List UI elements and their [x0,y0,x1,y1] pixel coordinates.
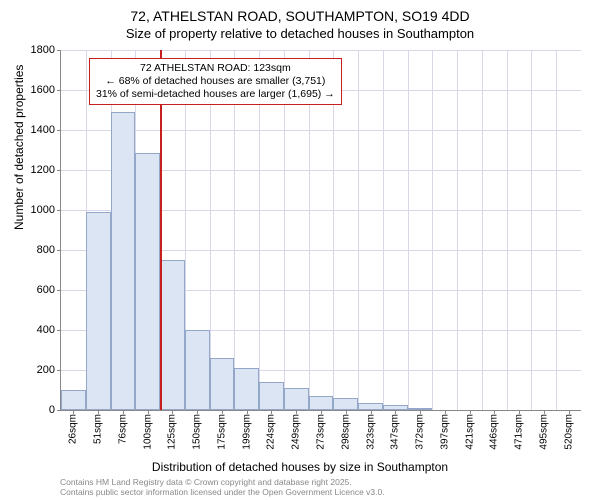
gridline-v [556,50,557,410]
ytick-mark [57,170,61,171]
xtick-label: 175sqm [216,414,227,450]
ytick-label: 1200 [31,164,55,176]
histogram-bar [234,368,259,410]
ytick-mark [57,330,61,331]
ytick-mark [57,50,61,51]
ytick-label: 0 [49,404,55,416]
histogram-bar [160,260,185,410]
histogram-bar [309,396,334,410]
gridline-v [482,50,483,410]
histogram-bar [358,403,383,410]
xtick-label: 150sqm [192,414,203,450]
gridline-h [61,130,581,131]
ytick-label: 1800 [31,44,55,56]
ytick-label: 1400 [31,124,55,136]
gridline-v [507,50,508,410]
x-axis-label: Distribution of detached houses by size … [0,460,600,474]
xtick-label: 26sqm [68,414,79,444]
xtick-label: 224sqm [266,414,277,450]
ytick-label: 1000 [31,204,55,216]
gridline-v [358,50,359,410]
ytick-mark [57,290,61,291]
title-block: 72, ATHELSTAN ROAD, SOUTHAMPTON, SO19 4D… [0,0,600,41]
plot-area: 02004006008001000120014001600180026sqm51… [60,50,581,411]
gridline-v [432,50,433,410]
ytick-label: 600 [37,284,55,296]
histogram-bar [284,388,309,410]
ytick-label: 1600 [31,84,55,96]
xtick-label: 125sqm [167,414,178,450]
gridline-v [383,50,384,410]
histogram-bar [86,212,111,410]
ytick-mark [57,130,61,131]
gridline-v [531,50,532,410]
histogram-bar [333,398,358,410]
xtick-label: 51sqm [93,414,104,444]
attribution-footer: Contains HM Land Registry data © Crown c… [60,478,385,498]
xtick-label: 421sqm [464,414,475,450]
chart-subtitle: Size of property relative to detached ho… [0,26,600,41]
gridline-v [457,50,458,410]
ytick-mark [57,90,61,91]
xtick-label: 273sqm [316,414,327,450]
xtick-label: 520sqm [563,414,574,450]
histogram-bar [383,405,408,410]
ytick-label: 400 [37,324,55,336]
xtick-label: 298sqm [340,414,351,450]
histogram-bar [135,153,160,410]
histogram-bar [259,382,284,410]
histogram-bar [408,408,433,410]
annotation-box: 72 ATHELSTAN ROAD: 123sqm ← 68% of detac… [89,58,342,105]
xtick-label: 471sqm [514,414,525,450]
histogram-bar [111,112,136,410]
annotation-line-3: 31% of semi-detached houses are larger (… [96,88,335,101]
xtick-label: 372sqm [415,414,426,450]
ytick-mark [57,370,61,371]
xtick-label: 76sqm [117,414,128,444]
gridline-v [408,50,409,410]
ytick-mark [57,210,61,211]
xtick-label: 446sqm [489,414,500,450]
annotation-line-1: 72 ATHELSTAN ROAD: 123sqm [96,62,335,75]
xtick-label: 495sqm [538,414,549,450]
ytick-label: 800 [37,244,55,256]
xtick-label: 249sqm [291,414,302,450]
histogram-bar [210,358,235,410]
xtick-label: 323sqm [365,414,376,450]
histogram-bar [61,390,86,410]
ytick-label: 200 [37,364,55,376]
chart-title: 72, ATHELSTAN ROAD, SOUTHAMPTON, SO19 4D… [0,8,600,24]
y-axis-label: Number of detached properties [12,65,26,230]
xtick-label: 347sqm [390,414,401,450]
histogram-bar [185,330,210,410]
xtick-label: 397sqm [439,414,450,450]
footer-line-2: Contains public sector information licen… [60,488,385,498]
ytick-mark [57,250,61,251]
gridline-h [61,50,581,51]
xtick-label: 199sqm [241,414,252,450]
ytick-mark [57,410,61,411]
xtick-label: 100sqm [142,414,153,450]
chart-container: 72, ATHELSTAN ROAD, SOUTHAMPTON, SO19 4D… [0,0,600,500]
annotation-line-2: ← 68% of detached houses are smaller (3,… [96,75,335,88]
